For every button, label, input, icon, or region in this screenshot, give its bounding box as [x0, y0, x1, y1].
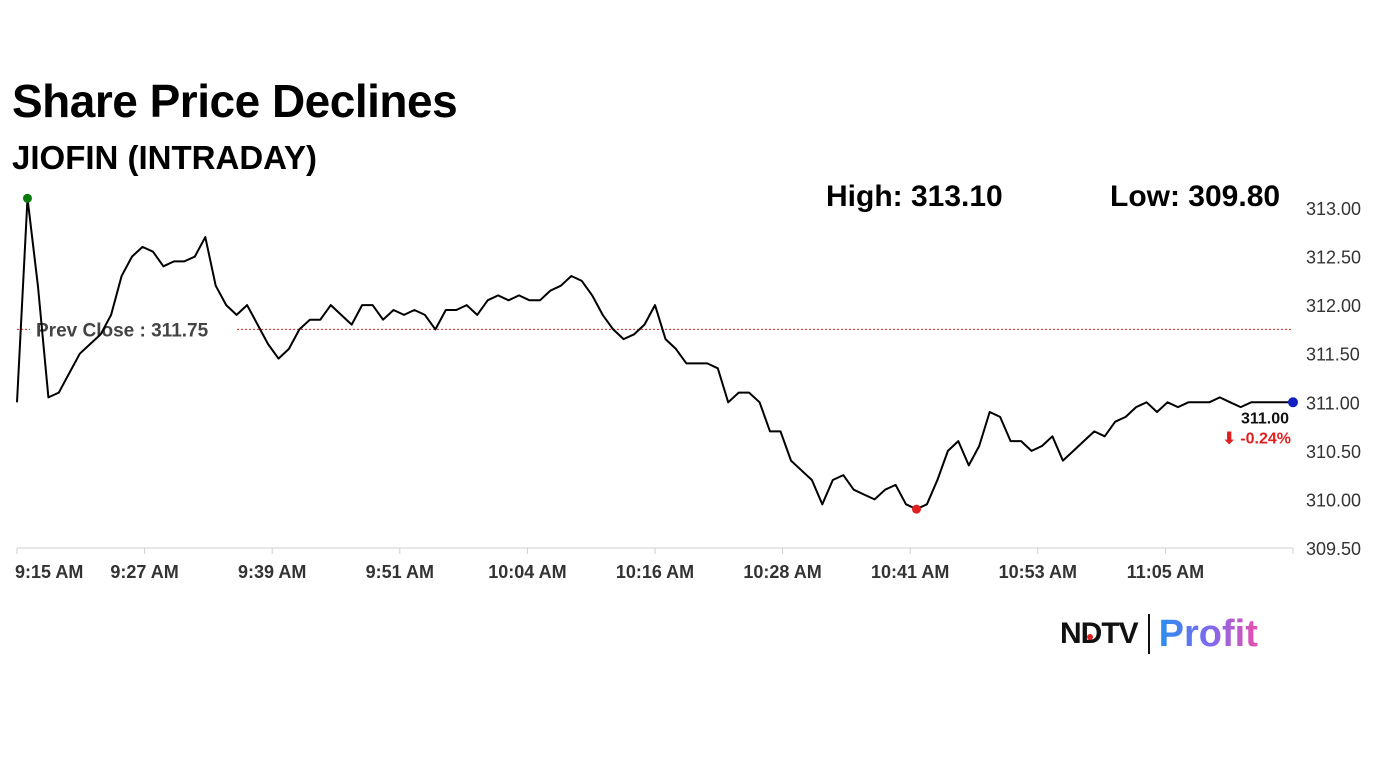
- day-high-label: High: 313.10: [826, 180, 1003, 213]
- brand-logo: NDTV Profit: [1060, 612, 1258, 656]
- chart-subtitle: JIOFIN (INTRADAY): [12, 139, 317, 176]
- ndtv-wordmark: NDTV: [1060, 617, 1139, 650]
- x-tick-label: 11:05 AM: [1127, 562, 1204, 582]
- x-tick-label: 10:28 AM: [743, 562, 821, 582]
- day-low-label: Low: 309.80: [1110, 180, 1281, 213]
- x-tick-label: 9:51 AM: [366, 562, 434, 582]
- prev-close-label-bg: [30, 316, 236, 343]
- price-line: [16, 197, 1293, 511]
- x-tick-label: 10:53 AM: [999, 562, 1077, 582]
- x-tick-label: 9:39 AM: [238, 562, 306, 582]
- y-tick-label: 312.00: [1306, 296, 1361, 316]
- day-low-marker: [911, 504, 921, 514]
- y-tick-label: 310.50: [1306, 442, 1361, 462]
- y-tick-label: 312.50: [1306, 248, 1361, 268]
- x-tick-label: 9:27 AM: [110, 562, 178, 582]
- x-tick-label: 10:04 AM: [488, 562, 566, 582]
- last-price-marker: [1288, 397, 1298, 408]
- last-price-label: 311.00: [1241, 410, 1289, 427]
- brand-separator: [1147, 614, 1150, 654]
- y-tick-label: 310.00: [1306, 490, 1361, 510]
- ndtv-dot-icon: [1087, 634, 1093, 640]
- prev-close-label: Prev Close : 311.75: [36, 320, 209, 341]
- y-tick-label: 309.50: [1306, 539, 1361, 559]
- x-tick-label: 10:41 AM: [871, 562, 949, 582]
- profit-wordmark: Profit: [1158, 612, 1258, 655]
- day-high-marker: [22, 193, 32, 203]
- y-tick-label: 311.50: [1306, 345, 1360, 365]
- change-percent-label: ⬇ -0.24%: [1222, 430, 1291, 447]
- chart-title: Share Price Declines: [12, 75, 458, 127]
- y-tick-label: 313.00: [1306, 199, 1361, 219]
- y-tick-label: 311.00: [1306, 393, 1360, 413]
- intraday-chart: 313.00 312.50 312.00 311.50 311.00 310.50 310.…: [15, 193, 1361, 582]
- x-tick-label: 10:16 AM: [616, 562, 694, 582]
- x-tick-label: 9:15 AM: [15, 562, 83, 582]
